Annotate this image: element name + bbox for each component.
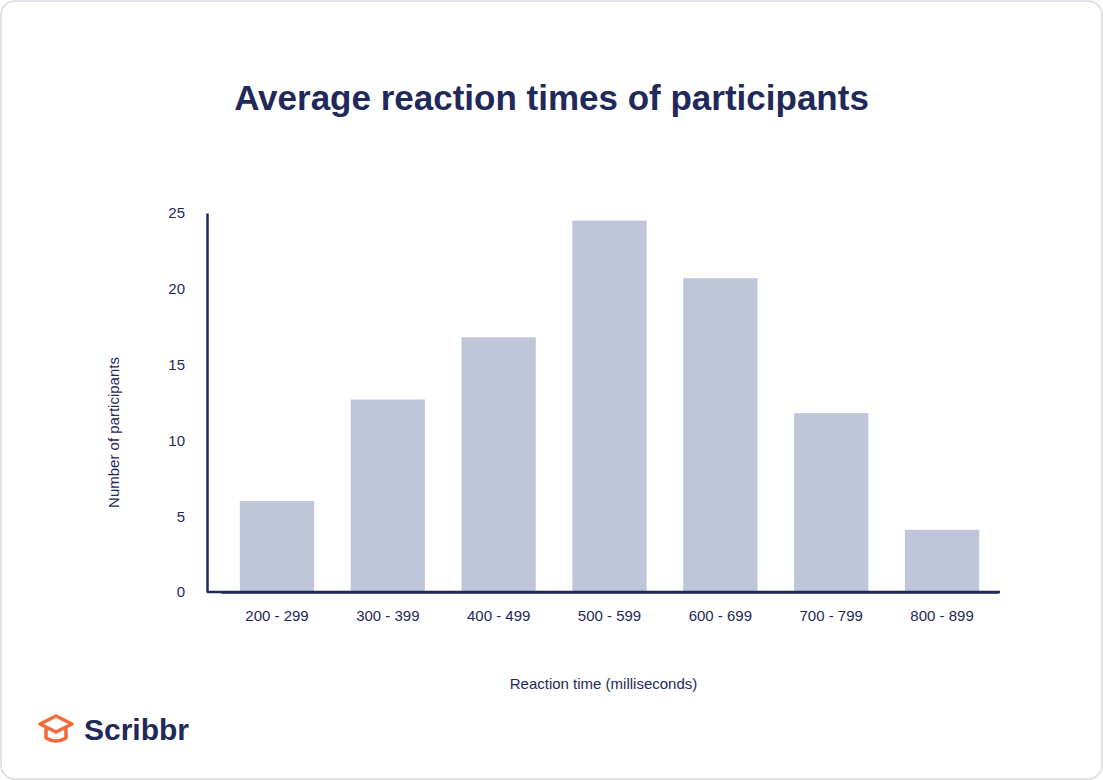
x-axis-title: Reaction time (milliseconds) — [510, 675, 698, 692]
x-tick-label: 800 - 899 — [910, 607, 973, 624]
y-axis-line — [206, 214, 209, 593]
x-axis-line — [222, 591, 999, 594]
bar — [240, 501, 314, 592]
y-tick-label: 25 — [168, 204, 185, 221]
y-tick-label: 5 — [177, 508, 185, 525]
logo: Scribbr — [40, 713, 189, 746]
x-tick: 400 - 499 — [467, 592, 530, 624]
x-tick: 600 - 699 — [689, 592, 752, 624]
logo-icon — [40, 716, 72, 741]
y-tick-label: 10 — [168, 432, 185, 449]
x-tick-label: 300 - 399 — [356, 607, 419, 624]
bars — [240, 221, 979, 592]
y-tick: 20 — [168, 280, 207, 297]
x-tick: 300 - 399 — [356, 592, 419, 624]
y-tick: 15 — [168, 356, 207, 373]
x-tick: 500 - 599 — [578, 592, 641, 624]
y-tick: 5 — [177, 508, 207, 525]
x-tick-label: 700 - 799 — [799, 607, 862, 624]
y-tick-label: 20 — [168, 280, 185, 297]
baseline — [207, 591, 1000, 594]
source: Scribbr — [84, 713, 189, 746]
bar — [794, 413, 868, 592]
x-axis: 200 - 299 300 - 399 400 - 499 500 - 599 600 … — [222, 592, 999, 624]
x-tick: 800 - 899 — [910, 592, 973, 624]
y-axis-title: Number of participants — [105, 357, 122, 508]
title: Average reaction times of participants — [234, 78, 869, 117]
bar — [905, 530, 979, 592]
bar — [683, 278, 757, 592]
x-tick-label: 500 - 599 — [578, 607, 641, 624]
y-tick-label: 15 — [168, 356, 185, 373]
y-axis: 0 5 10 15 20 25 — [168, 204, 207, 600]
card — [1, 1, 1102, 779]
x-tick-label: 400 - 499 — [467, 607, 530, 624]
y-tick-label: 0 — [177, 583, 185, 600]
bar — [572, 221, 646, 592]
x-tick-label: 200 - 299 — [245, 607, 308, 624]
x-tick: 200 - 299 — [245, 592, 308, 624]
x-tick: 700 - 799 — [799, 592, 862, 624]
chart: Average reaction times of participants 0 5… — [0, 0, 1103, 780]
y-tick: 25 — [168, 204, 207, 221]
bar — [351, 399, 425, 592]
y-tick: 0 — [177, 583, 207, 600]
y-tick: 10 — [168, 432, 207, 449]
bar — [462, 337, 536, 592]
x-tick-label: 600 - 699 — [689, 607, 752, 624]
